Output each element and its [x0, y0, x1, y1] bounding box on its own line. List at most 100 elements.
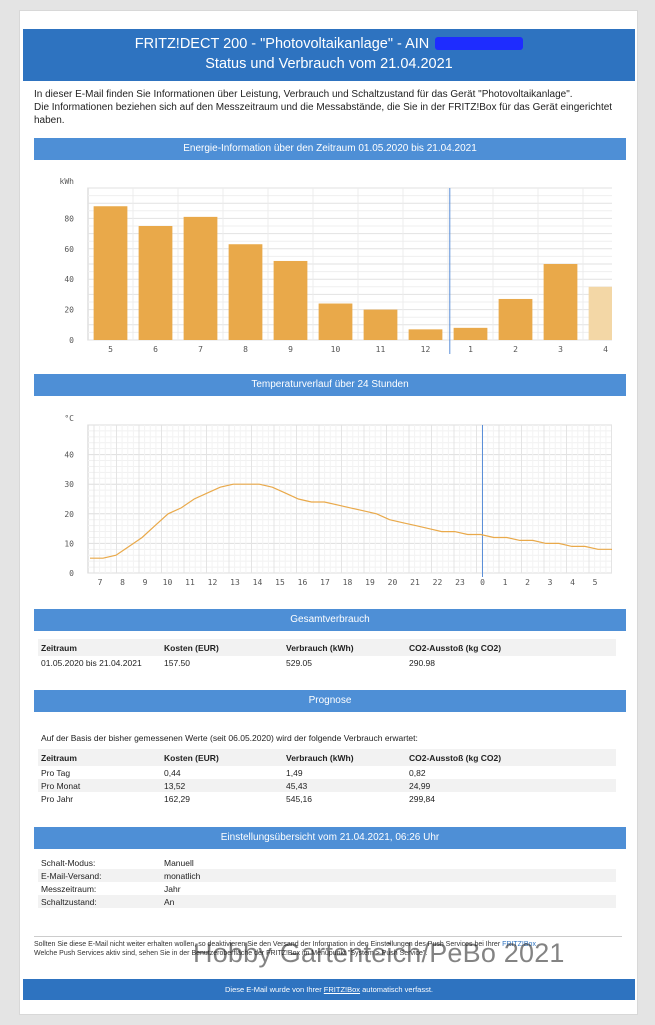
email-header: FRITZ!DECT 200 - "Photovoltaikanlage" - …	[23, 29, 635, 81]
table-row: Pro Monat 13,52 45,43 24,99	[38, 779, 616, 792]
setting-value: Manuell	[164, 857, 194, 868]
x-tick-label: 18	[343, 578, 353, 587]
prognose-section-title: Prognose	[34, 690, 626, 712]
x-tick-label: 23	[455, 578, 465, 587]
x-tick-label: 0	[480, 578, 485, 587]
x-tick-label: 9	[288, 345, 293, 354]
footer-text: Sollten Sie diese E-Mail nicht weiter er…	[34, 940, 634, 958]
email-body: FRITZ!DECT 200 - "Photovoltaikanlage" - …	[19, 10, 638, 1015]
x-tick-label: 14	[253, 578, 263, 587]
gesamt-section-title: Gesamtverbrauch	[34, 609, 626, 631]
footer-bar: Diese E-Mail wurde von Ihrer FRITZ!Box a…	[23, 979, 635, 1000]
y-tick-label: 40	[64, 275, 74, 284]
col-header: CO2-Ausstoß (kg CO2)	[406, 639, 616, 656]
bar	[588, 286, 612, 340]
x-tick-label: 1	[468, 345, 473, 354]
temperature-line	[90, 483, 612, 559]
setting-label: Schaltzustand:	[38, 895, 161, 908]
bar	[93, 206, 128, 340]
y-unit-label: °C	[64, 414, 74, 423]
watermark-text: Hobby Gartenteich/PeBo 2021	[193, 938, 565, 968]
x-tick-label: 8	[243, 345, 248, 354]
col-header: CO2-Ausstoß (kg CO2)	[406, 749, 616, 766]
x-tick-label: 3	[548, 578, 553, 587]
y-tick-label: 20	[64, 510, 74, 519]
cell: 01.05.2020 bis 21.04.2021	[41, 657, 142, 668]
bar	[453, 327, 488, 340]
cell: 45,43	[283, 779, 406, 792]
table-header-row: Zeitraum Kosten (EUR) Verbrauch (kWh) CO…	[38, 749, 616, 766]
footer-bar-text-b: automatisch verfasst.	[362, 985, 434, 994]
intro-line-1: In dieser E-Mail finden Sie Informatione…	[34, 89, 573, 100]
y-tick-label: 0	[69, 569, 74, 578]
cell: 24,99	[406, 779, 616, 792]
y-tick-label: 0	[69, 336, 74, 345]
x-tick-label: 2	[525, 578, 530, 587]
x-tick-label: 8	[120, 578, 125, 587]
x-tick-label: 6	[153, 345, 158, 354]
x-tick-label: 5	[593, 578, 598, 587]
col-header: Zeitraum	[38, 749, 161, 766]
bar	[498, 298, 533, 340]
x-tick-label: 20	[388, 578, 398, 587]
x-tick-label: 13	[230, 578, 240, 587]
bar	[183, 216, 218, 340]
cell: 13,52	[161, 779, 283, 792]
y-tick-label: 60	[64, 245, 74, 254]
col-header: Kosten (EUR)	[161, 749, 283, 766]
col-header: Verbrauch (kWh)	[283, 639, 406, 656]
x-tick-label: 12	[421, 345, 431, 354]
x-tick-label: 7	[198, 345, 203, 354]
col-header: Zeitraum	[38, 639, 161, 656]
footer-bar-link[interactable]: FRITZ!Box	[323, 985, 361, 994]
intro-line-2: Die Informationen beziehen sich auf den …	[34, 102, 613, 126]
x-tick-label: 10	[331, 345, 341, 354]
footer-line-2: Welche Push Services aktiv sind, sehen S…	[34, 950, 428, 957]
intro-text: In dieser E-Mail finden Sie Informatione…	[34, 88, 624, 127]
gesamt-table: Zeitraum Kosten (EUR) Verbrauch (kWh) CO…	[38, 639, 616, 669]
table-row: Schalt-Modus: Manuell	[38, 856, 616, 869]
x-tick-label: 5	[108, 345, 113, 354]
cell: 545,16	[286, 793, 312, 804]
y-tick-label: 10	[64, 539, 74, 548]
fritzbox-link[interactable]: FRITZ!Box	[502, 941, 536, 948]
setting-label: Messzeitraum:	[41, 883, 97, 894]
table-header-row: Zeitraum Kosten (EUR) Verbrauch (kWh) CO…	[38, 639, 616, 656]
bar	[363, 309, 398, 340]
x-tick-label: 3	[558, 345, 563, 354]
x-tick-label: 2	[513, 345, 518, 354]
table-row: 01.05.2020 bis 21.04.2021 157.50 529.05 …	[38, 656, 616, 669]
bar	[228, 244, 263, 340]
cell: 157.50	[164, 657, 190, 668]
y-tick-label: 30	[64, 480, 74, 489]
table-row: Pro Jahr 162,29 545,16 299,84	[38, 792, 616, 805]
bar	[273, 260, 308, 340]
prognose-text: Auf der Basis der bisher gemessenen Wert…	[41, 733, 418, 743]
y-tick-label: 40	[64, 451, 74, 460]
setting-value: An	[161, 895, 616, 908]
col-header: Kosten (EUR)	[161, 639, 283, 656]
x-tick-label: 17	[320, 578, 330, 587]
y-tick-label: 20	[64, 306, 74, 315]
footer-bar-text-a: Diese E-Mail wurde von Ihrer	[224, 985, 322, 994]
table-row: Schaltzustand: An	[38, 895, 616, 908]
setting-value: monatlich	[161, 869, 616, 882]
bar	[318, 303, 353, 340]
setting-value: Jahr	[164, 883, 181, 894]
x-tick-label: 1	[503, 578, 508, 587]
x-tick-label: 15	[275, 578, 285, 587]
footer-divider	[34, 936, 622, 937]
bar	[543, 264, 578, 340]
settings-table: Schalt-Modus: Manuell E-Mail-Versand: mo…	[38, 856, 616, 908]
y-tick-label: 80	[64, 214, 74, 223]
x-tick-label: 12	[208, 578, 218, 587]
cell: 0,82	[409, 767, 426, 778]
setting-label: Schalt-Modus:	[41, 857, 96, 868]
cell: 290.98	[409, 657, 435, 668]
table-row: Pro Tag 0,44 1,49 0,82	[38, 766, 616, 779]
footer-line-1: Sollten Sie diese E-Mail nicht weiter er…	[34, 941, 501, 948]
x-tick-label: 21	[410, 578, 420, 587]
cell: Pro Tag	[41, 767, 71, 778]
plot-area	[87, 424, 612, 574]
bar	[408, 329, 443, 340]
